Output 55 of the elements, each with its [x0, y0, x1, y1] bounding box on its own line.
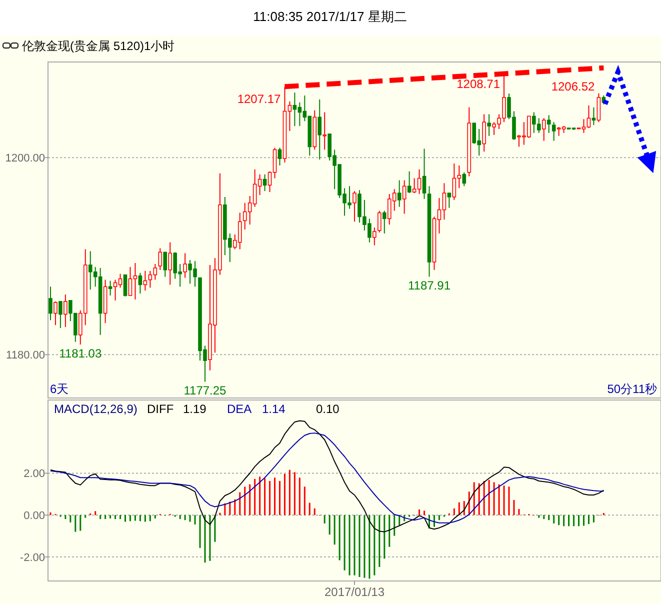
- candlestick: [54, 300, 58, 326]
- candlestick: [352, 190, 356, 222]
- candlestick: [482, 114, 486, 152]
- candlestick: [596, 92, 601, 123]
- candlestick: [447, 192, 452, 208]
- annotation: 1.19: [183, 402, 207, 416]
- y-tick-label: 0.00: [24, 510, 45, 522]
- candlestick: [422, 148, 426, 200]
- annotation: 1.14: [262, 402, 286, 416]
- candlestick: [552, 122, 556, 142]
- candlestick: [318, 98, 322, 160]
- chart-title: 11:08:35 2017/1/17 星期二: [253, 9, 407, 24]
- candlestick: [382, 210, 386, 234]
- candlestick: [546, 114, 551, 134]
- annotation: 1208.71: [456, 76, 500, 91]
- text: DEA: [227, 402, 252, 416]
- candlestick: [372, 227, 376, 246]
- candlestick: [183, 252, 187, 278]
- candlestick: [158, 248, 162, 270]
- candlestick: [407, 170, 412, 194]
- annotation: 1187.91: [408, 278, 451, 293]
- y-tick-label: -2.00: [20, 552, 45, 564]
- y-tick-label: 1200.00: [5, 152, 45, 165]
- annotation: 0.10: [316, 402, 340, 416]
- line-series: [50, 420, 604, 532]
- annotation: 1207.17: [237, 92, 282, 106]
- line-series: [50, 432, 604, 524]
- annotation: 1177.25: [184, 384, 227, 398]
- annotation: 1181.03: [59, 346, 102, 360]
- x-tick-label: 2017/01/13: [324, 585, 385, 599]
- candlestick: [322, 112, 326, 150]
- chart-subtitle: 伦敦金现(贵金属 5120)1小时: [22, 39, 175, 53]
- candlestick: [462, 172, 466, 187]
- annotation: 50分11秒: [607, 382, 657, 396]
- candlestick: [402, 180, 406, 214]
- y-tick-label: 2.00: [24, 468, 45, 480]
- candlestick: [278, 147, 282, 166]
- candlestick: [163, 252, 168, 278]
- candlestick: [262, 174, 267, 192]
- candlestick: [378, 210, 382, 233]
- candlestick: [397, 180, 402, 208]
- y-tick-label: 1180.00: [6, 350, 45, 362]
- text: DIFF: [147, 402, 174, 416]
- annotation: 6天: [50, 382, 69, 396]
- candlestick: [48, 286, 52, 321]
- candlestick: [123, 274, 128, 298]
- candlestick: [542, 118, 546, 142]
- candlestick: [58, 300, 62, 329]
- candlestick: [143, 270, 148, 292]
- chart-title: MACD(12,26,9): [54, 402, 138, 416]
- candlestick: [168, 242, 172, 286]
- candlestick: [64, 294, 68, 328]
- candlestick: [138, 272, 142, 294]
- candlestick: [487, 114, 491, 136]
- annotation: 1206.52: [551, 79, 596, 94]
